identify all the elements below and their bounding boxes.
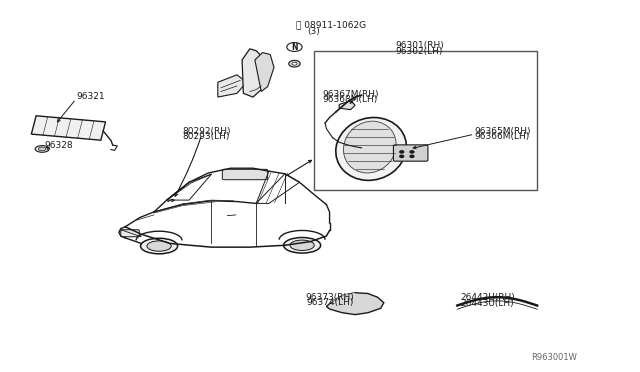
Text: 96321: 96321 — [76, 92, 105, 101]
Text: 96302(LH): 96302(LH) — [396, 47, 443, 56]
Ellipse shape — [336, 118, 406, 180]
Text: 80292(RH): 80292(RH) — [182, 126, 231, 136]
Text: 26442U(RH): 26442U(RH) — [461, 294, 515, 302]
Ellipse shape — [147, 241, 172, 251]
Polygon shape — [255, 52, 274, 92]
Circle shape — [400, 151, 404, 153]
Polygon shape — [31, 116, 106, 140]
FancyBboxPatch shape — [121, 230, 140, 237]
Circle shape — [289, 60, 300, 67]
Circle shape — [410, 155, 414, 157]
Text: R963001W: R963001W — [531, 353, 577, 362]
Ellipse shape — [284, 237, 321, 253]
Ellipse shape — [344, 121, 396, 173]
Text: 96373(RH): 96373(RH) — [305, 293, 354, 302]
Ellipse shape — [290, 240, 314, 250]
Ellipse shape — [35, 145, 49, 152]
Text: 96374(LH): 96374(LH) — [306, 298, 353, 307]
Text: 80293(LH): 80293(LH) — [182, 132, 230, 141]
Circle shape — [410, 151, 414, 153]
Text: 26443U(LH): 26443U(LH) — [461, 299, 514, 308]
Ellipse shape — [38, 147, 46, 151]
Text: 96366M(LH): 96366M(LH) — [474, 132, 530, 141]
Circle shape — [287, 42, 302, 51]
Text: N: N — [291, 42, 298, 51]
Text: 96328: 96328 — [44, 141, 73, 151]
FancyBboxPatch shape — [314, 51, 537, 190]
Polygon shape — [339, 101, 355, 110]
Circle shape — [292, 62, 297, 65]
Polygon shape — [326, 293, 384, 315]
Text: Ⓝ 08911-1062G: Ⓝ 08911-1062G — [296, 21, 367, 30]
Text: (3): (3) — [307, 26, 320, 36]
Text: 96368M(LH): 96368M(LH) — [322, 95, 377, 104]
FancyBboxPatch shape — [222, 169, 268, 180]
Text: 96301(RH): 96301(RH) — [396, 41, 444, 51]
Text: 96367M(RH): 96367M(RH) — [322, 90, 378, 99]
Polygon shape — [218, 75, 246, 97]
Circle shape — [400, 155, 404, 157]
FancyBboxPatch shape — [394, 145, 428, 161]
Ellipse shape — [141, 238, 177, 254]
Polygon shape — [242, 49, 269, 97]
Text: 96365M(RH): 96365M(RH) — [474, 126, 531, 136]
